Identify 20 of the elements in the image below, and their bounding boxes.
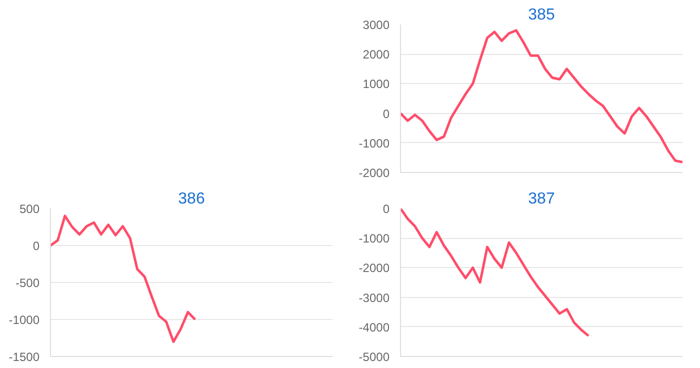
chart-title: 385	[528, 6, 555, 24]
y-tick-label: -1000	[358, 136, 390, 150]
y-tick-label: -3000	[358, 290, 390, 305]
y-tick-label: -2000	[358, 166, 390, 180]
y-tick-label: -500	[15, 276, 40, 290]
y-tick-label: 1000	[362, 77, 390, 92]
y-tick-label: 3000	[362, 18, 390, 32]
y-tick-label: -4000	[358, 320, 390, 334]
y-tick-label: 0	[382, 202, 390, 216]
y-tick-label: 500	[19, 202, 40, 216]
y-tick-label: -1000	[358, 232, 390, 246]
y-tick-label: -2000	[358, 261, 390, 276]
y-tick-label: 0	[32, 239, 40, 253]
y-tick-label: -1000	[8, 313, 40, 327]
y-tick-label: 2000	[362, 48, 390, 62]
y-tick-label: -5000	[358, 350, 390, 364]
y-tick-label: 0	[382, 106, 390, 121]
chart-title: 386	[178, 190, 205, 208]
y-tick-label: -1500	[8, 350, 40, 364]
chart-title: 387	[528, 190, 555, 208]
